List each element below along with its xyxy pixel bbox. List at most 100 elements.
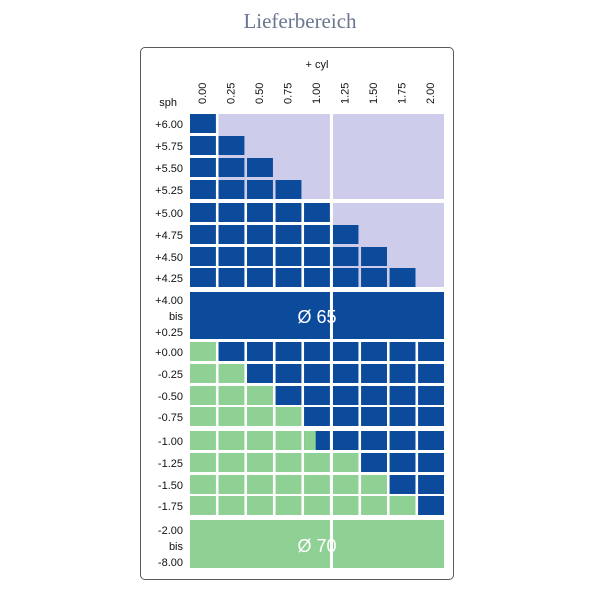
diameter-70-band [190, 520, 444, 568]
available-cell-65 [361, 453, 387, 472]
diameter-70-label: Ø 70 [297, 536, 336, 556]
available-cell-65 [332, 407, 359, 426]
available-cell-65 [190, 268, 216, 287]
available-cell-70 [190, 386, 216, 405]
available-cell-65 [361, 247, 387, 266]
available-cell-65 [361, 364, 387, 383]
available-cell-65 [247, 268, 273, 287]
available-cell-65 [418, 496, 444, 515]
range-table-frame [140, 47, 454, 580]
available-cell-70 [361, 496, 387, 515]
available-cell-65 [418, 475, 444, 494]
available-cell-65 [247, 203, 273, 222]
sph-row-label: -0.50 [158, 391, 183, 403]
sph-row-label: +5.75 [155, 141, 183, 153]
available-cell-65 [247, 364, 273, 383]
available-cell-65 [389, 364, 416, 383]
available-cell-65 [275, 386, 302, 405]
sph-range-label: -8.00 [158, 557, 183, 569]
cyl-axis-label: + cyl [306, 59, 329, 71]
sph-range-label: bis [169, 311, 184, 323]
cyl-header-label: 0.25 [225, 83, 237, 104]
sph-row-label: +4.50 [155, 252, 183, 264]
available-cell-70 [247, 386, 273, 405]
sph-range-label: bis [169, 541, 184, 553]
available-cell-70 [190, 364, 216, 383]
available-cell-65 [332, 268, 359, 287]
available-cell-70 [190, 407, 216, 426]
available-cell-65 [418, 453, 444, 472]
sph-row-label: +4.25 [155, 273, 183, 285]
available-cell-65 [218, 247, 245, 266]
diameter-65-band [190, 292, 444, 339]
cyl-header-label: 2.00 [425, 83, 437, 104]
available-cell-65 [275, 225, 302, 244]
available-cell-65 [218, 180, 245, 199]
available-cell-65 [332, 225, 359, 244]
sph-row-label: -0.25 [158, 369, 183, 381]
sph-axis-label: sph [159, 97, 177, 109]
available-cell-70 [332, 475, 359, 494]
available-cell-65 [190, 180, 216, 199]
available-cell-70 [304, 453, 330, 472]
available-cell-70 [332, 453, 359, 472]
available-cell-65 [275, 180, 302, 199]
available-cell-65 [275, 364, 302, 383]
sph-row-label: -0.75 [158, 412, 183, 424]
available-cell-65 [389, 386, 416, 405]
cyl-header-label: 0.75 [282, 83, 294, 104]
sph-range-label: +0.25 [155, 327, 183, 339]
available-cell-70 [218, 364, 245, 383]
available-cell-70 [247, 453, 273, 472]
cyl-header-label: 1.25 [340, 83, 352, 104]
available-cell-65 [418, 342, 444, 361]
available-cell-70 [275, 475, 302, 494]
available-cell-65 [304, 364, 330, 383]
available-cell-65 [361, 431, 387, 450]
available-cell-65 [418, 386, 444, 405]
column-divider [329, 114, 333, 568]
available-cell-65 [190, 114, 216, 133]
available-cell-70 [190, 475, 216, 494]
sph-row-label: +6.00 [155, 119, 183, 131]
available-cell-65 [332, 342, 359, 361]
available-cell-65 [332, 431, 359, 450]
available-cell-65 [361, 342, 387, 361]
page-title: Lieferbereich [243, 9, 357, 33]
available-cell-65 [361, 386, 387, 405]
sph-row-label: +5.00 [155, 208, 183, 220]
available-cell-70 [247, 496, 273, 515]
available-cell-70 [247, 407, 273, 426]
diameter-65-label: Ø 65 [297, 307, 336, 327]
available-cell-70 [218, 407, 245, 426]
available-cell-70 [304, 496, 330, 515]
available-cell-65 [247, 247, 273, 266]
cyl-header-label: 1.50 [368, 83, 380, 104]
available-cell-65 [332, 247, 359, 266]
sph-row-label: +5.50 [155, 163, 183, 175]
sph-range-label: +4.00 [155, 295, 183, 307]
available-cell-65 [190, 225, 216, 244]
sph-row-label: +4.75 [155, 230, 183, 242]
available-cell-65 [389, 407, 416, 426]
sph-row-label: -1.75 [158, 501, 183, 513]
available-cell-70 [190, 496, 216, 515]
available-cell-65 [190, 158, 216, 177]
available-cell-65 [190, 203, 216, 222]
available-cell-65 [361, 407, 387, 426]
available-cell-70 [332, 496, 359, 515]
available-cell-70-partial [304, 431, 316, 450]
sph-range-label: -2.00 [158, 525, 183, 537]
sph-row-label: +5.25 [155, 185, 183, 197]
available-cell-65 [247, 342, 273, 361]
available-cell-65 [389, 475, 416, 494]
available-cell-70 [218, 453, 245, 472]
available-cell-65 [304, 203, 330, 222]
available-cell-65 [218, 203, 245, 222]
available-cell-65 [218, 342, 245, 361]
row-group-divider [190, 427, 444, 429]
available-cell-65 [304, 225, 330, 244]
available-cell-65 [304, 407, 330, 426]
available-cell-65 [275, 342, 302, 361]
